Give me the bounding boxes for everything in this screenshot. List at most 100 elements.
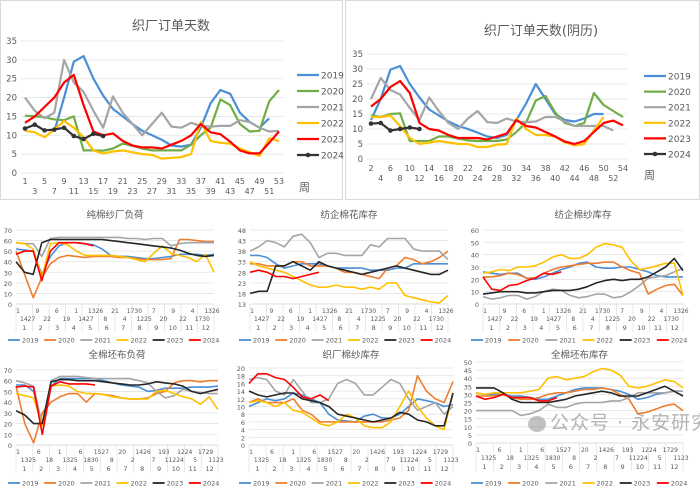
x-tick-label: 8: [571, 316, 575, 323]
legend-label: 2022: [131, 337, 148, 345]
y-tick-label: 13: [238, 301, 246, 309]
x-tick-label: 7: [615, 455, 619, 462]
x-tick-label: 22: [648, 316, 656, 323]
y-tick-label: 38: [238, 248, 246, 256]
x-tick-label: 1729: [433, 449, 448, 456]
x-tick-label: 7: [152, 457, 156, 464]
month-label: 12: [671, 324, 679, 332]
legend-label: 2023: [398, 480, 415, 488]
x-tick-label: 6: [388, 164, 393, 173]
y-tick-label: 30: [4, 269, 12, 277]
month-label: 9: [154, 324, 158, 332]
month-label: 2: [273, 324, 277, 332]
legend-label: 2021: [559, 480, 576, 488]
month-label: 9: [388, 324, 392, 332]
month-label: 12: [670, 463, 678, 471]
x-tick-label: 32: [511, 174, 521, 183]
series-line-2019: [370, 64, 604, 140]
y-tick-label: 0: [468, 440, 472, 448]
series-marker-2024: [61, 125, 67, 131]
orders-chart: 织厂订单天数0510152025303513579111315171921232…: [6, 19, 344, 196]
y-tick-label: 40: [464, 375, 472, 383]
series-line-2020: [15, 238, 214, 299]
month-label: 10: [403, 324, 411, 332]
series-line-2024: [475, 393, 558, 402]
legend-label: 2024: [435, 337, 452, 345]
x-tick-label: 18: [443, 164, 453, 173]
legend-label: 2023: [321, 136, 344, 146]
chart-title: 织厂订单天数(阴历): [484, 24, 598, 39]
x-tick-label: 11224: [399, 457, 418, 464]
x-tick-label: 1326: [673, 308, 688, 315]
x-tick-label: 42: [560, 164, 570, 173]
month-label: 1: [483, 463, 487, 471]
series-marker-2024: [407, 125, 413, 130]
legend-label: 2024: [435, 480, 452, 488]
x-tick-label: 20: [352, 449, 360, 456]
x-tick-label: 6: [79, 449, 83, 456]
x-tick-label: 37: [196, 177, 206, 186]
x-tick-label: 19: [530, 316, 538, 323]
y-tick-label: 25: [464, 400, 472, 408]
legend-label: 2021: [668, 104, 691, 114]
y-tick-label: 20: [6, 94, 17, 104]
x-tick-label: 1325: [481, 455, 496, 462]
y-tick-label: 0: [8, 301, 12, 309]
x-tick-label: 1: [519, 447, 523, 454]
x-axis-label: 周: [644, 169, 655, 182]
month-label: 3: [289, 324, 293, 332]
y-tick-label: 0: [475, 301, 479, 309]
x-axis-label: 周: [299, 181, 310, 194]
x-tick-label: 6: [312, 449, 316, 456]
x-tick-label: 18: [506, 455, 514, 462]
month-label: 10: [172, 465, 180, 473]
chart-panel-mill-yarn-stock: 纺企棉纱库存 0 10 20 30 40 50 60 1 2 3 4 5 6 7 8 9 10 11 12 1 1427 9…: [463, 205, 700, 345]
legend-label: 2021: [94, 337, 111, 345]
x-tick-label: 22: [511, 316, 519, 323]
legend-label: 2021: [559, 337, 576, 345]
y-tick-label: 43: [238, 238, 246, 246]
x-tick-label: 24: [473, 174, 483, 183]
month-label: 7: [357, 465, 361, 473]
y-tick-label: 4: [241, 427, 245, 435]
month-label: 9: [391, 465, 395, 473]
month-label: 11: [185, 324, 193, 332]
y-tick-label: 15: [464, 416, 472, 424]
x-tick-label: 4: [425, 308, 429, 315]
x-tick-label: 7: [152, 308, 156, 315]
x-tick-label: 6: [37, 449, 41, 456]
legend-label: 2019: [485, 480, 502, 488]
legend-label: 2023: [167, 480, 184, 488]
x-tick-label: 29: [157, 177, 167, 186]
chart-title: 织厂订单天数: [132, 19, 210, 34]
month-label: 7: [121, 324, 125, 332]
x-tick-label: 35: [186, 187, 196, 196]
x-tick-label: 1730: [195, 316, 210, 323]
month-label: 8: [138, 324, 142, 332]
x-tick-label: 26: [482, 164, 492, 173]
x-tick-label: 50: [599, 164, 609, 173]
chart-title: 纯棉纱厂负荷: [86, 209, 144, 221]
x-tick-label: 1: [249, 449, 253, 456]
month-label: 1: [256, 324, 260, 332]
x-tick-label: 51: [264, 187, 274, 196]
y-tick-label: 33: [238, 259, 246, 267]
month-label: 9: [623, 324, 627, 332]
legend-label: 2020: [58, 480, 75, 488]
month-label: 2: [39, 324, 43, 332]
x-tick-label: 1225: [370, 316, 385, 323]
legend-label: 2023: [634, 337, 651, 345]
x-tick-label: 1730: [595, 308, 610, 315]
x-tick-label: 1730: [127, 308, 142, 315]
y-tick-label: 40: [471, 252, 479, 260]
legend-label: 2019: [668, 73, 691, 83]
legend-label: 2024: [203, 337, 220, 345]
chart-title: 纺企棉花库存: [320, 209, 378, 221]
y-tick-label: 0: [12, 169, 17, 179]
series-marker-2024: [378, 120, 383, 126]
x-tick-label: 9: [640, 308, 644, 315]
legend-marker: [652, 151, 658, 157]
x-tick-label: 1: [22, 177, 27, 186]
month-label: 8: [372, 324, 376, 332]
